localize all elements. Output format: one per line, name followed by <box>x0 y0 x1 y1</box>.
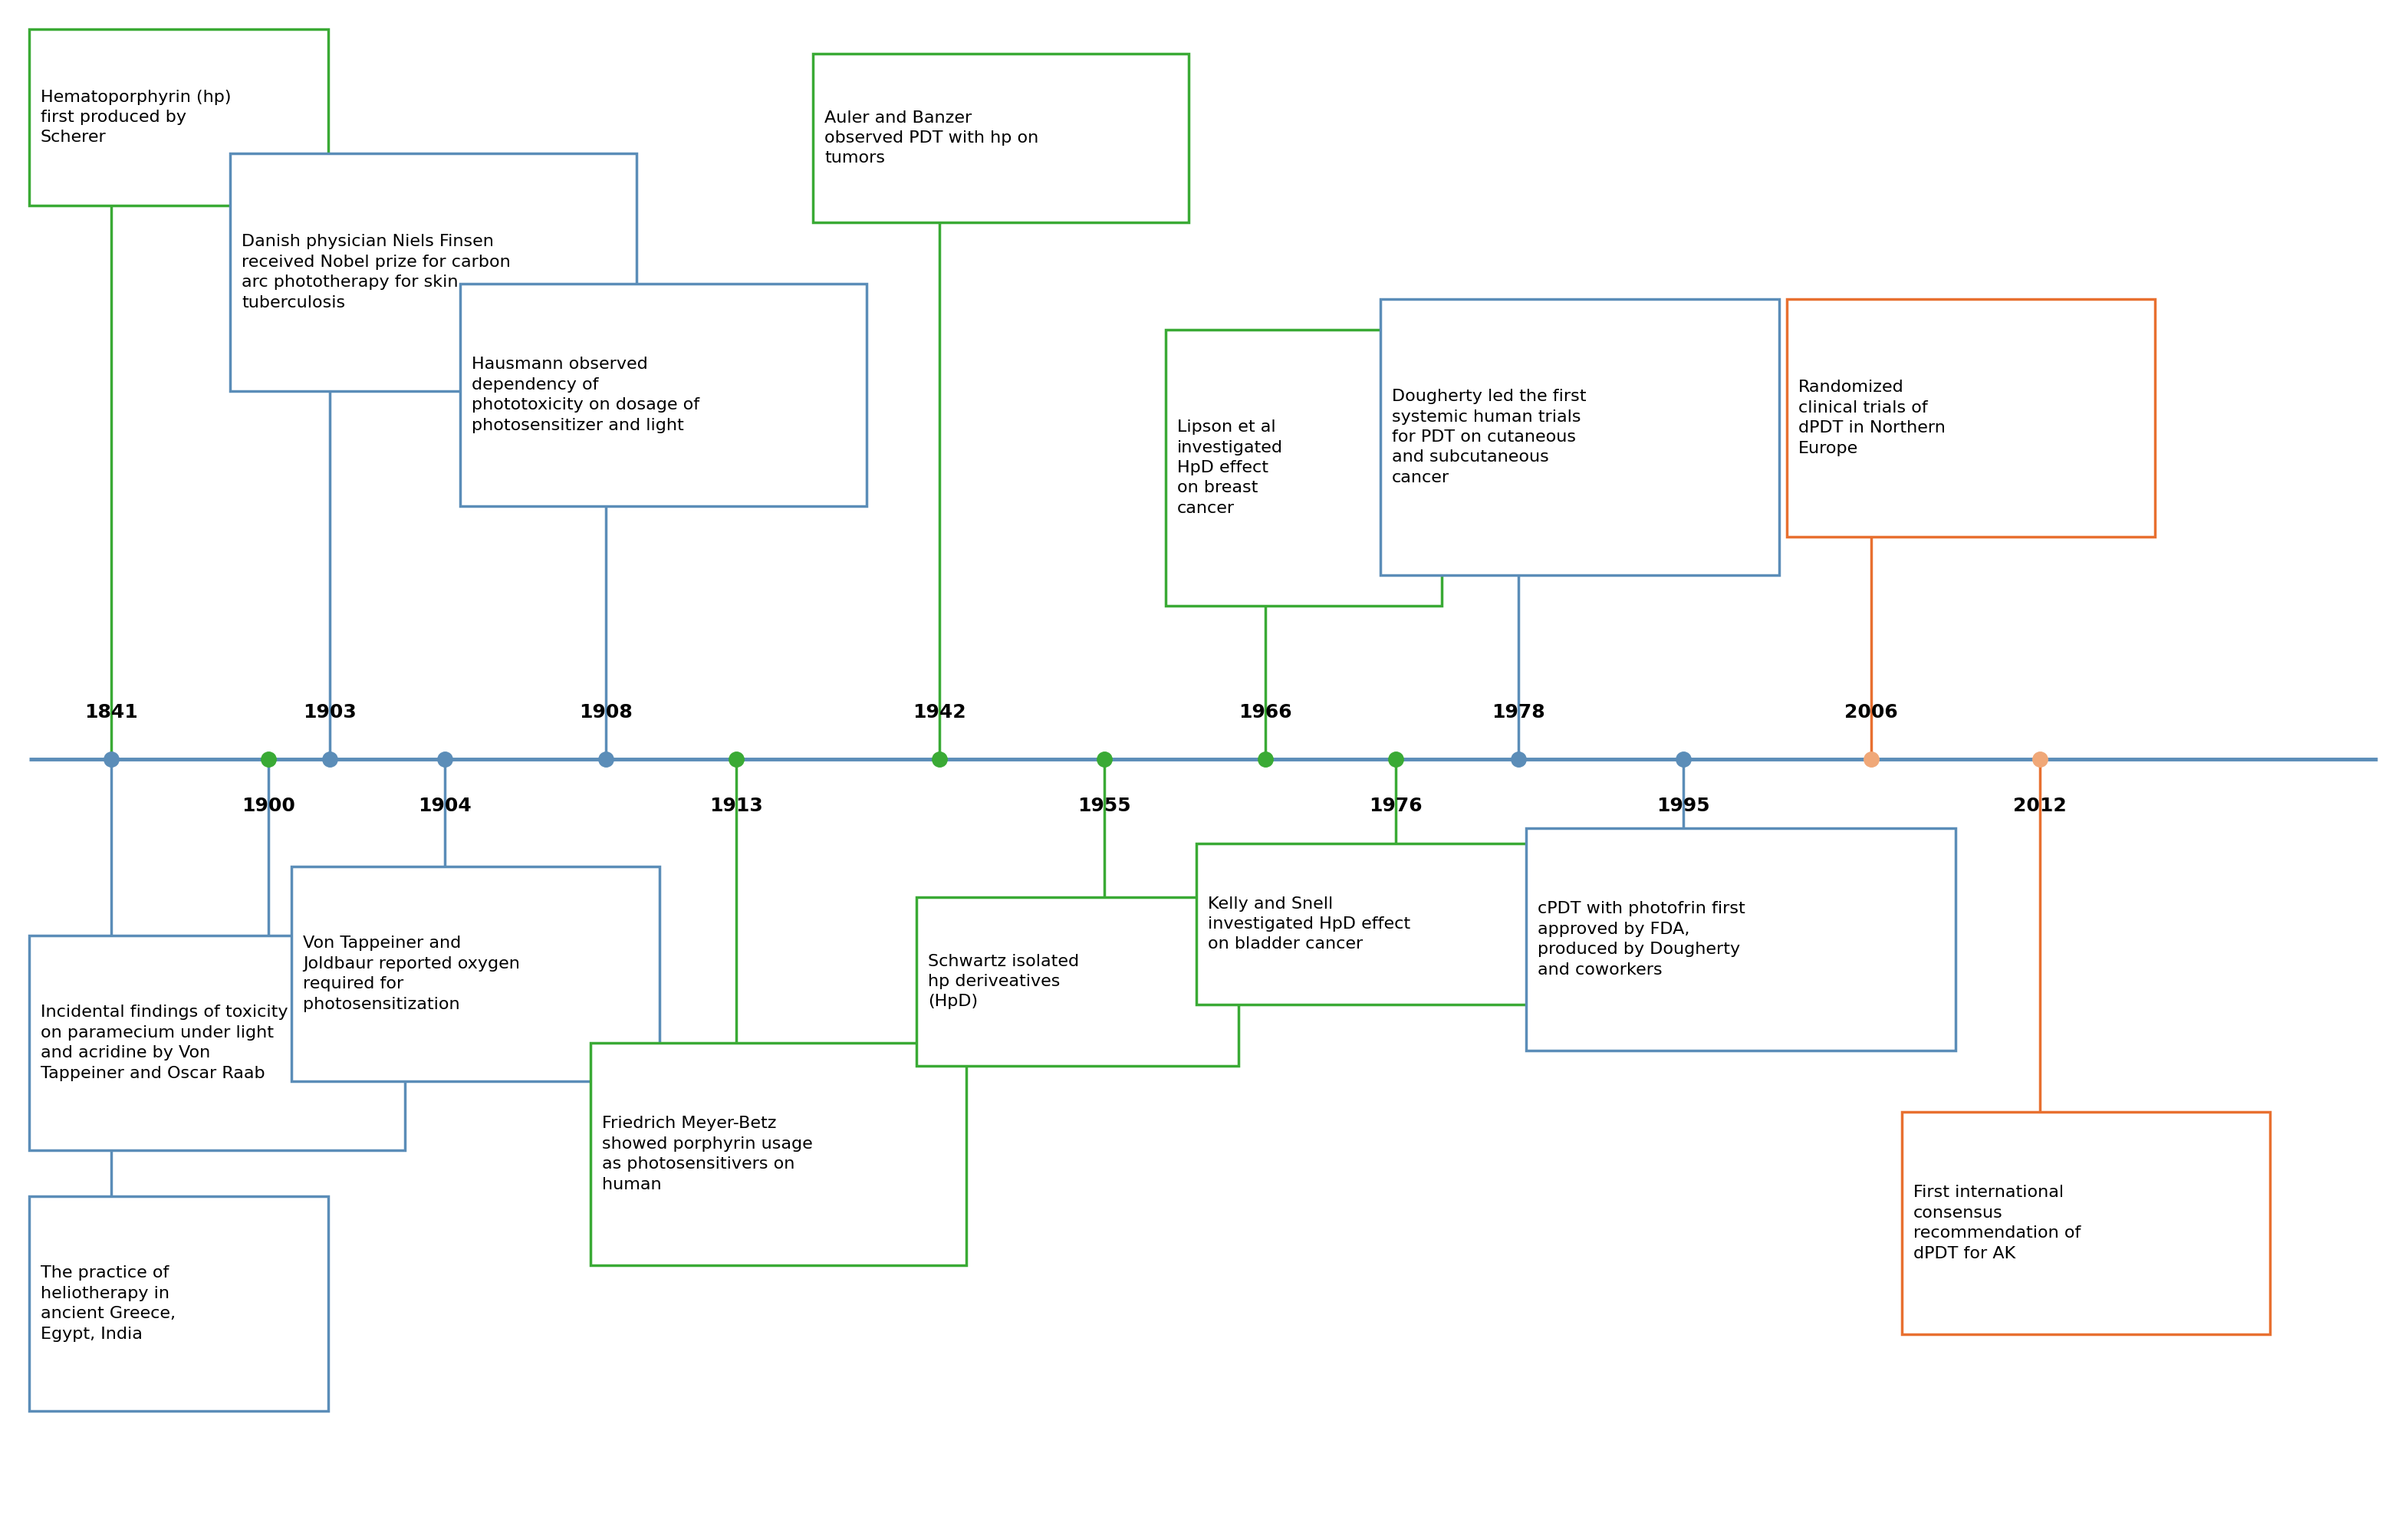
Text: Randomized
clinical trials of
dPDT in Northern
Europe: Randomized clinical trials of dPDT in No… <box>1799 381 1946 456</box>
Text: The practice of
heliotherapy in
ancient Greece,
Egypt, India: The practice of heliotherapy in ancient … <box>41 1266 176 1342</box>
Text: 1976: 1976 <box>1370 797 1423 816</box>
Text: 1913: 1913 <box>710 797 763 816</box>
Text: 1942: 1942 <box>913 703 966 722</box>
Text: Schwartz isolated
hp deriveatives
(HpD): Schwartz isolated hp deriveatives (HpD) <box>927 954 1079 1010</box>
Text: 1966: 1966 <box>1238 703 1293 722</box>
FancyBboxPatch shape <box>231 153 636 391</box>
FancyBboxPatch shape <box>1527 828 1955 1051</box>
Text: First international
consensus
recommendation of
dPDT for AK: First international consensus recommenda… <box>1914 1186 2081 1261</box>
FancyBboxPatch shape <box>590 1043 966 1266</box>
FancyBboxPatch shape <box>1380 299 1780 575</box>
Text: 1978: 1978 <box>1491 703 1546 722</box>
Text: cPDT with photofrin first
approved by FDA,
produced by Dougherty
and coworkers: cPDT with photofrin first approved by FD… <box>1539 902 1746 978</box>
Text: 1903: 1903 <box>303 703 356 722</box>
FancyBboxPatch shape <box>1197 843 1572 1005</box>
Text: 1908: 1908 <box>578 703 633 722</box>
Text: Hematoporphyrin (hp)
first produced by
Scherer: Hematoporphyrin (hp) first produced by S… <box>41 89 231 146</box>
Text: Kelly and Snell
investigated HpD effect
on bladder cancer: Kelly and Snell investigated HpD effect … <box>1209 896 1411 952</box>
Text: 1955: 1955 <box>1079 797 1132 816</box>
Text: Lipson et al
investigated
HpD effect
on breast
cancer: Lipson et al investigated HpD effect on … <box>1178 420 1283 515</box>
FancyBboxPatch shape <box>917 897 1238 1066</box>
Text: Von Tappeiner and
Joldbaur reported oxygen
required for
photosensitization: Von Tappeiner and Joldbaur reported oxyg… <box>303 935 520 1011</box>
Text: Hausmann observed
dependency of
phototoxicity on dosage of
photosensitizer and l: Hausmann observed dependency of phototox… <box>472 356 698 434</box>
FancyBboxPatch shape <box>814 53 1190 223</box>
FancyBboxPatch shape <box>291 867 660 1081</box>
Text: 2006: 2006 <box>1845 703 1898 722</box>
FancyBboxPatch shape <box>460 283 867 506</box>
FancyBboxPatch shape <box>1902 1111 2271 1334</box>
FancyBboxPatch shape <box>1165 330 1442 606</box>
Text: Incidental findings of toxicity
on paramecium under light
and acridine by Von
Ta: Incidental findings of toxicity on param… <box>41 1005 289 1081</box>
Text: 1900: 1900 <box>241 797 296 816</box>
Text: 1841: 1841 <box>84 703 137 722</box>
Text: 2012: 2012 <box>2013 797 2066 816</box>
FancyBboxPatch shape <box>29 935 405 1151</box>
Text: 1904: 1904 <box>419 797 472 816</box>
FancyBboxPatch shape <box>29 29 327 206</box>
Text: Dougherty led the first
systemic human trials
for PDT on cutaneous
and subcutane: Dougherty led the first systemic human t… <box>1392 390 1587 485</box>
Text: 1995: 1995 <box>1657 797 1710 816</box>
Text: Friedrich Meyer-Betz
showed porphyrin usage
as photosensitivers on
human: Friedrich Meyer-Betz showed porphyrin us… <box>602 1116 811 1192</box>
FancyBboxPatch shape <box>1787 299 2155 537</box>
FancyBboxPatch shape <box>29 1196 327 1411</box>
Text: Danish physician Niels Finsen
received Nobel prize for carbon
arc phototherapy f: Danish physician Niels Finsen received N… <box>241 233 510 311</box>
Text: Auler and Banzer
observed PDT with hp on
tumors: Auler and Banzer observed PDT with hp on… <box>824 111 1038 165</box>
